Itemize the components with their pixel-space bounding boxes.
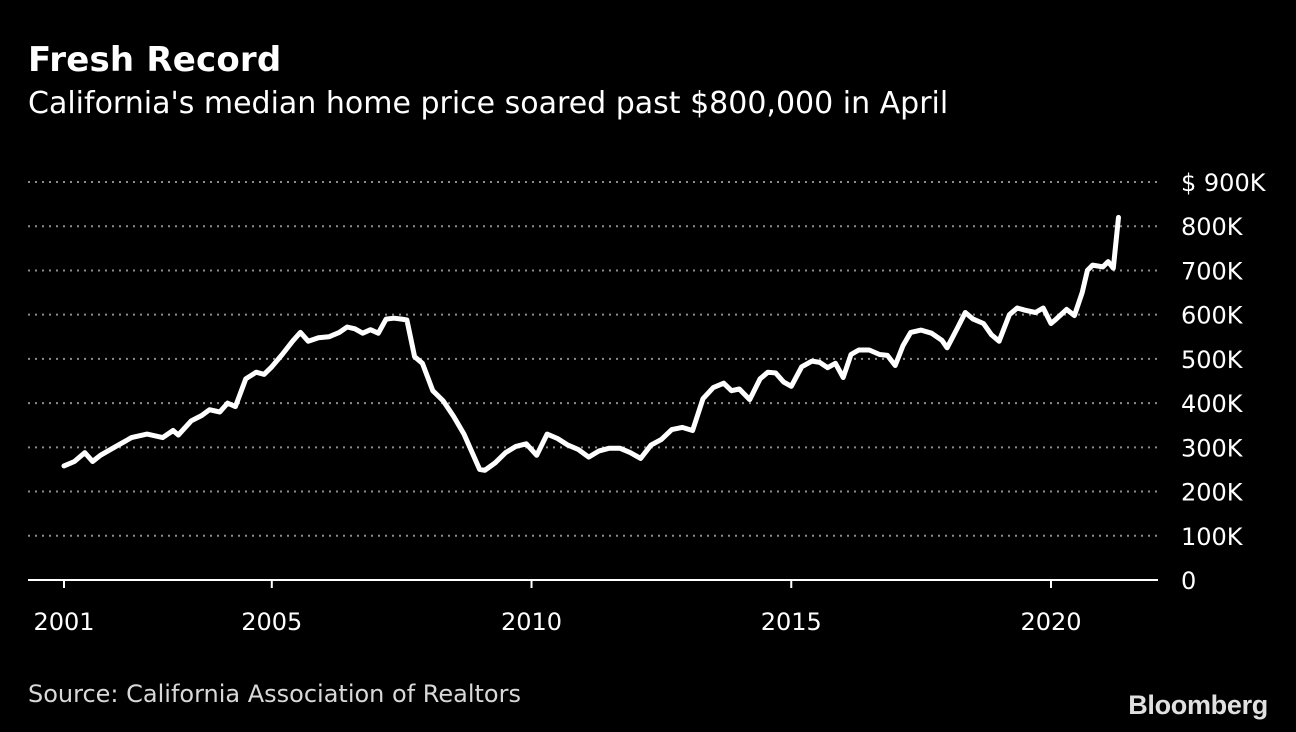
chart-title: Fresh Record [28,40,282,80]
x-axis-labels: 2001 2005 2010 2015 2020 [33,608,1081,636]
y-tick-label: 0 [1181,567,1196,595]
series-line-0 [61,214,1121,473]
y-tick-label: 400K [1181,390,1244,418]
x-tick-label: 2010 [501,608,562,636]
x-tick-label: 2005 [241,608,302,636]
x-tick-label: 2015 [761,608,822,636]
series-layer [61,214,1121,473]
y-tick-label: 100K [1181,523,1244,551]
y-tick-label: 700K [1181,257,1244,285]
x-tick-label: 2001 [33,608,94,636]
y-tick-label: 300K [1181,434,1244,462]
source-note: Source: California Association of Realto… [28,680,521,708]
y-tick-label: 200K [1181,479,1244,507]
y-tick-label: 800K [1181,213,1244,241]
y-tick-label: 500K [1181,346,1244,374]
gridlines [28,181,1158,537]
x-tick-label: 2020 [1020,608,1081,636]
y-tick-label: 600K [1181,302,1244,330]
y-tick-label: $ 900K [1181,169,1267,197]
bloomberg-logo: Bloomberg [1128,690,1268,720]
y-axis-labels: 0 100K 200K 300K 400K 500K 600K 700K 800K $ 900K [1181,169,1267,595]
x-axis [28,579,1158,588]
chart-subtitle: California's median home price soared pa… [28,86,949,121]
